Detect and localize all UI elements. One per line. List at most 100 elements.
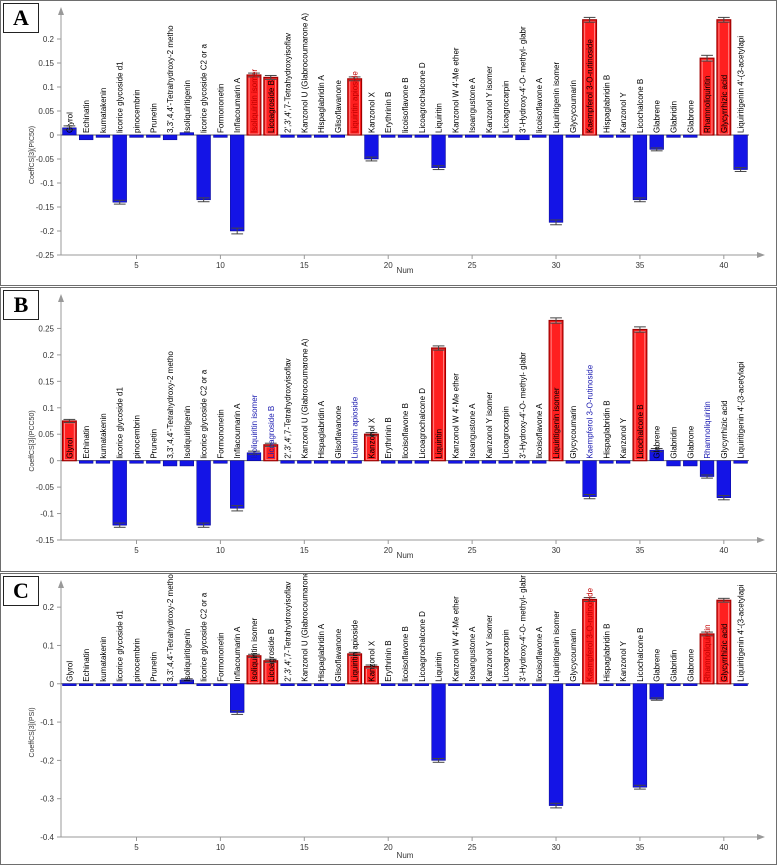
- y-tick-label: -0.2: [40, 227, 54, 236]
- category-label-15: Kanzonol U (Glabrocoumarone A): [300, 574, 309, 682]
- bar-20: [381, 461, 395, 464]
- bar-20: [381, 684, 395, 686]
- category-label-35: Licochalcone B: [636, 79, 645, 133]
- bar-7: [163, 135, 177, 140]
- bar-6: [146, 684, 160, 686]
- category-label-16: Hispaglabridin A: [317, 400, 326, 458]
- category-label-10: Formononetin: [216, 632, 225, 681]
- x-axis-arrow-icon: [757, 252, 765, 258]
- category-label-37: Glabridin: [669, 101, 678, 133]
- bar-27: [499, 684, 513, 686]
- category-label-8: Isoliquiritigenin: [183, 406, 192, 459]
- category-label-10: Formononetin: [216, 409, 225, 458]
- y-tick-label: 0.2: [43, 603, 55, 612]
- bar-21: [398, 135, 412, 137]
- category-label-31: Glycycoumarin: [569, 629, 578, 682]
- bar-15: [297, 684, 311, 686]
- category-label-13: Licoagroside B: [267, 406, 276, 459]
- x-tick-label: 30: [552, 843, 561, 852]
- bar-16: [314, 684, 328, 686]
- category-label-7: 3,3',4,4'-Tetrahydroxy-2 metho: [166, 351, 175, 459]
- y-tick-label: 0: [50, 457, 55, 466]
- bar-11: [230, 461, 244, 509]
- bar-10: [214, 461, 228, 464]
- category-label-18: Liquiritin apioside: [351, 71, 360, 133]
- bar-15: [297, 135, 311, 137]
- category-label-34: Kanzonol Y: [619, 640, 628, 681]
- category-label-40: Glycyrrhizic acid: [720, 400, 729, 458]
- category-label-20: Erythrinin B: [384, 640, 393, 681]
- category-label-5: pinocembrin: [133, 89, 142, 133]
- y-tick-label: -0.15: [36, 203, 55, 212]
- bar-28: [516, 684, 530, 686]
- bar-27: [499, 461, 513, 464]
- category-label-40: Glycyrrhizic acid: [720, 75, 729, 133]
- category-label-22: Licoagrochalcone D: [418, 611, 427, 682]
- category-label-40: Glycyrrhizic acid: [720, 624, 729, 682]
- x-tick-label: 35: [635, 843, 644, 852]
- category-label-5: pinocembrin: [133, 415, 142, 459]
- bar-26: [482, 461, 496, 464]
- category-label-33: Hispaglabridin B: [602, 624, 611, 682]
- bar-11: [230, 684, 244, 713]
- category-label-29: licoisoflavone A: [535, 626, 544, 682]
- category-label-28: 3'-Hydroxy-4'-O- methyl- glabr: [518, 26, 527, 133]
- y-tick-label: -0.15: [36, 536, 55, 545]
- category-label-4: licorice glycoside d1: [116, 387, 125, 459]
- category-label-3: kumatakenin: [99, 413, 108, 458]
- category-label-1: Glyrol: [65, 112, 74, 133]
- bar-24: [448, 684, 462, 686]
- category-label-35: Licochalcone B: [636, 404, 645, 458]
- y-tick-label: -0.1: [40, 510, 54, 519]
- bar-39: [700, 461, 714, 477]
- category-label-31: Glycycoumarin: [569, 406, 578, 459]
- category-label-32: Kaempferol 3-O-rutinoside: [586, 587, 595, 681]
- bar-14: [281, 461, 295, 464]
- y-tick-label: -0.05: [36, 155, 55, 164]
- bar-31: [566, 135, 580, 137]
- x-axis-title: Num: [397, 551, 414, 560]
- bar-30: [549, 135, 563, 222]
- bar-4: [113, 135, 127, 202]
- bar-33: [599, 684, 613, 686]
- x-tick-label: 35: [635, 546, 644, 555]
- category-label-39: Rhamnoliquiritin: [703, 401, 712, 458]
- category-label-12: Isoliquiritin isomer: [250, 394, 259, 458]
- y-tick-label: 0.1: [43, 83, 55, 92]
- category-label-3: kumatakenin: [99, 636, 108, 681]
- x-tick-label: 15: [300, 843, 309, 852]
- bar-25: [465, 135, 479, 137]
- category-label-14: 2',3',4',7-Tetrahydroxyisoflav: [284, 33, 293, 133]
- bar-11: [230, 135, 244, 231]
- category-label-13: Licoagroside B: [267, 629, 276, 682]
- bar-22: [415, 461, 429, 464]
- category-label-11: Inflacoumarin A: [233, 403, 242, 459]
- x-tick-label: 20: [384, 261, 393, 270]
- category-label-26: Kanzonol Y isomer: [485, 391, 494, 458]
- bar-23: [432, 684, 446, 761]
- category-label-21: licoisoflavone B: [401, 626, 410, 682]
- category-label-27: Licoagrocarpin: [502, 629, 511, 681]
- category-label-14: 2',3',4',7-Tetrahydroxyisoflav: [284, 358, 293, 458]
- category-label-1: Glyrol: [65, 438, 74, 459]
- category-label-4: licorice glycoside d1: [116, 61, 125, 133]
- bar-38: [683, 684, 697, 686]
- category-label-24: Kanzonol W 4'-Me ether: [451, 596, 460, 682]
- category-label-17: Glisoflavanone: [334, 628, 343, 681]
- bar-15: [297, 461, 311, 464]
- category-label-36: Glabrene: [653, 425, 662, 458]
- category-label-20: Erythrinin B: [384, 417, 393, 458]
- bar-7: [163, 461, 177, 466]
- bar-35: [633, 135, 647, 200]
- category-label-23: Liquiritin: [435, 103, 444, 133]
- y-axis-arrow-icon: [58, 7, 64, 15]
- bar-3: [96, 461, 110, 464]
- bar-41: [734, 135, 748, 170]
- category-label-24: Kanzonol W 4'-Me ether: [451, 47, 460, 133]
- bar-7: [163, 684, 177, 686]
- category-label-32: Kaempferol 3-O-rutinoside: [586, 364, 595, 458]
- bar-14: [281, 684, 295, 686]
- y-axis-arrow-icon: [58, 580, 64, 588]
- category-label-34: Kanzonol Y: [619, 92, 628, 133]
- category-label-27: Licoagrocarpin: [502, 406, 511, 458]
